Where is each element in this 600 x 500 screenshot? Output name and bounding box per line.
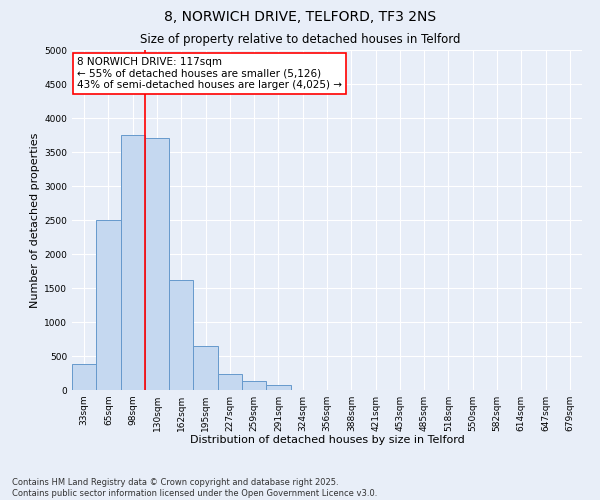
Bar [242,381,266,390]
Bar [96,220,121,390]
Bar [145,138,169,390]
Text: 8, NORWICH DRIVE, TELFORD, TF3 2NS: 8, NORWICH DRIVE, TELFORD, TF3 2NS [164,10,436,24]
Y-axis label: Number of detached properties: Number of detached properties [30,132,40,308]
X-axis label: Distribution of detached houses by size in Telford: Distribution of detached houses by size … [190,436,464,446]
Bar [193,346,218,390]
Bar [169,280,193,390]
Bar [72,364,96,390]
Text: Contains HM Land Registry data © Crown copyright and database right 2025.
Contai: Contains HM Land Registry data © Crown c… [12,478,377,498]
Text: Size of property relative to detached houses in Telford: Size of property relative to detached ho… [140,32,460,46]
Bar [121,135,145,390]
Bar [218,374,242,390]
Text: 8 NORWICH DRIVE: 117sqm
← 55% of detached houses are smaller (5,126)
43% of semi: 8 NORWICH DRIVE: 117sqm ← 55% of detache… [77,57,342,90]
Bar [266,384,290,390]
